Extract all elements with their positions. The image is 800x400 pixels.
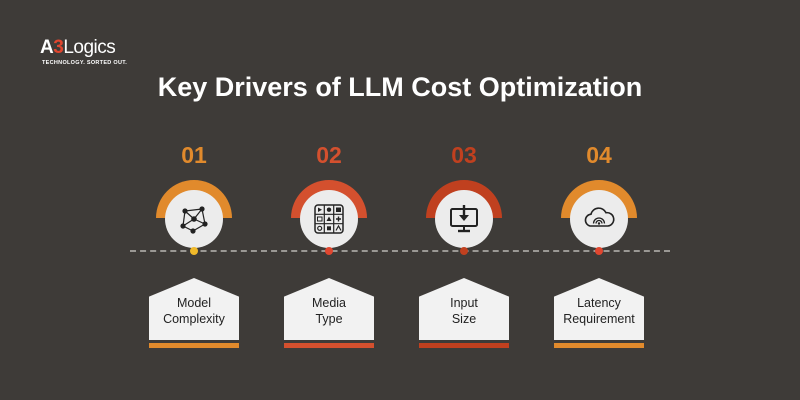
step-4: 04 Latency Requirement xyxy=(549,140,649,355)
step-label: Media Type xyxy=(284,295,374,327)
step-label-line1: Latency xyxy=(577,296,621,310)
icon-circle xyxy=(165,190,223,248)
step-label-line2: Complexity xyxy=(163,312,225,326)
timeline-dashed-line xyxy=(130,250,670,252)
accent-bar xyxy=(284,343,374,348)
step-label-line1: Media xyxy=(311,296,347,310)
step-label: Model Complexity xyxy=(149,295,239,327)
accent-bar xyxy=(419,343,509,348)
step-label-line2: Size xyxy=(451,312,477,326)
logo-wordmark: A3Logics xyxy=(40,38,150,58)
timeline-dot xyxy=(325,247,333,255)
step-label-line2: Requirement xyxy=(563,312,635,326)
logo-tagline: TECHNOLOGY. SORTED OUT. xyxy=(42,60,128,66)
step-number: 03 xyxy=(451,142,477,168)
network-nodes-icon xyxy=(180,206,208,234)
logo-text-logics: Logics xyxy=(63,37,116,58)
step-label: Latency Requirement xyxy=(554,295,644,327)
logo-digit-3: 3 xyxy=(53,37,64,58)
timeline-dot xyxy=(190,247,198,255)
step-1: 01 Mo xyxy=(144,140,244,355)
icon-circle xyxy=(570,190,628,248)
brand-logo: A3Logics TECHNOLOGY. SORTED OUT. xyxy=(40,38,150,67)
media-grid-icon xyxy=(314,204,344,234)
step-label-line2: Type xyxy=(315,312,343,326)
step-number: 01 xyxy=(181,142,207,168)
accent-bar xyxy=(149,343,239,348)
step-number: 04 xyxy=(586,142,612,168)
step-2: 02 Media Type xyxy=(279,140,379,355)
monitor-download-icon xyxy=(450,205,478,233)
step-3: 03 Input Size xyxy=(414,140,514,355)
accent-bar xyxy=(554,343,644,348)
step-number: 02 xyxy=(316,142,342,168)
cloud-speed-icon xyxy=(584,207,615,227)
timeline-dot xyxy=(595,247,603,255)
step-label: Input Size xyxy=(419,295,509,327)
logo-letter-a: A xyxy=(40,37,54,58)
step-label-line1: Input xyxy=(450,296,478,310)
icon-circle xyxy=(300,190,358,248)
page-title: Key Drivers of LLM Cost Optimization xyxy=(157,72,643,102)
step-label-line1: Model xyxy=(176,296,212,310)
icon-circle xyxy=(435,190,493,248)
timeline-dot xyxy=(460,247,468,255)
